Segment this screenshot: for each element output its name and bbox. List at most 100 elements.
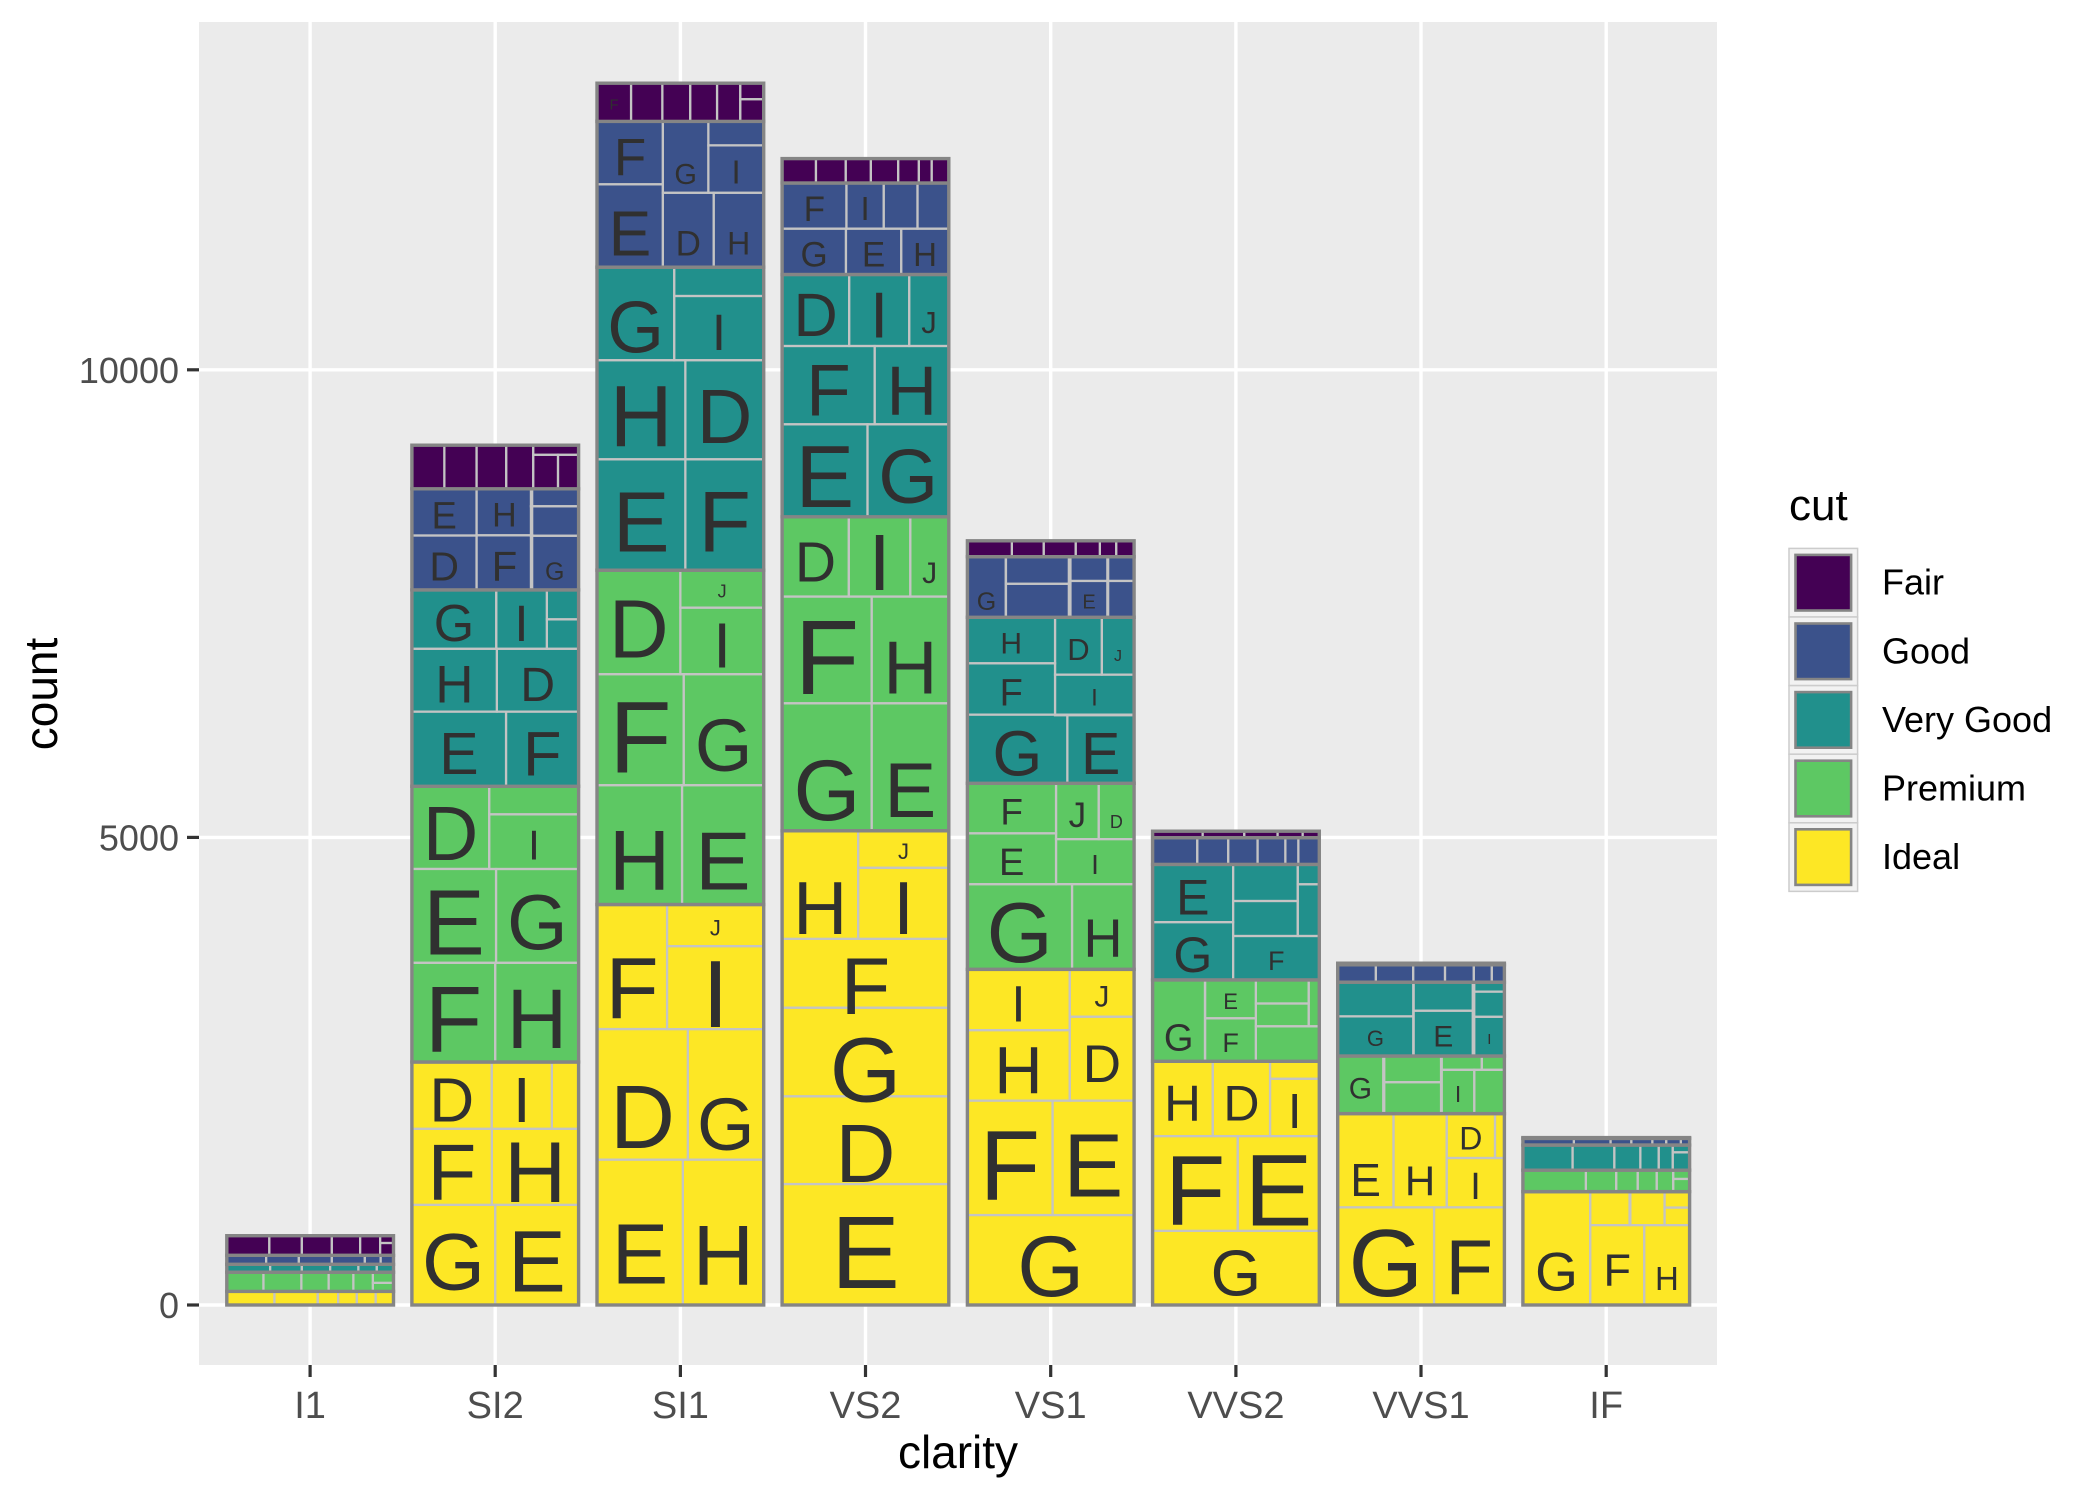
svg-text:D: D (1110, 812, 1123, 832)
svg-text:G: G (607, 287, 664, 368)
svg-text:clarity: clarity (898, 1426, 1018, 1478)
svg-text:I: I (1288, 1085, 1302, 1139)
svg-text:H: H (492, 497, 517, 535)
svg-text:I: I (514, 595, 528, 652)
svg-text:H: H (1405, 1158, 1435, 1205)
svg-text:H: H (504, 1125, 566, 1221)
svg-text:J: J (1069, 796, 1087, 835)
svg-text:I: I (1470, 1166, 1481, 1208)
svg-text:Ideal: Ideal (1882, 836, 1960, 877)
svg-text:0: 0 (159, 1285, 179, 1326)
svg-text:G: G (1017, 1219, 1084, 1315)
svg-text:Good: Good (1882, 630, 1970, 671)
svg-text:F: F (841, 942, 890, 1032)
svg-text:G: G (422, 1218, 485, 1308)
svg-text:5000: 5000 (99, 817, 179, 858)
svg-text:F: F (614, 128, 646, 187)
svg-text:D: D (794, 281, 838, 349)
svg-text:H: H (887, 352, 938, 430)
svg-text:I: I (702, 941, 729, 1048)
svg-text:Fair: Fair (1882, 562, 1944, 603)
svg-text:F: F (610, 97, 619, 114)
svg-text:J: J (898, 839, 909, 864)
svg-text:F: F (1445, 1223, 1493, 1311)
svg-text:E: E (1063, 1116, 1123, 1216)
svg-text:G: G (1211, 1236, 1262, 1309)
svg-text:D: D (1083, 1035, 1121, 1094)
svg-text:H: H (913, 236, 937, 273)
svg-text:G: G (1535, 1241, 1578, 1303)
svg-text:J: J (710, 916, 721, 941)
svg-text:H: H (793, 866, 847, 950)
svg-text:G: G (1348, 1210, 1423, 1317)
svg-text:G: G (987, 886, 1053, 981)
svg-text:D: D (609, 583, 669, 676)
svg-text:E: E (1350, 1154, 1381, 1206)
svg-text:E: E (613, 475, 670, 570)
svg-text:SI1: SI1 (652, 1385, 709, 1427)
svg-text:I1: I1 (294, 1385, 326, 1427)
svg-text:I: I (1455, 1081, 1461, 1107)
svg-text:I: I (713, 610, 731, 682)
svg-text:E: E (1223, 989, 1238, 1014)
svg-text:F: F (492, 543, 518, 590)
svg-text:E: E (1081, 721, 1120, 787)
svg-text:G: G (1173, 927, 1212, 983)
svg-text:H: H (1655, 1260, 1679, 1297)
svg-text:F: F (425, 967, 482, 1072)
svg-text:F: F (804, 190, 825, 229)
svg-text:I: I (513, 1064, 531, 1136)
svg-text:E: E (999, 842, 1024, 884)
svg-text:F: F (795, 599, 860, 717)
svg-text:G: G (1349, 1073, 1372, 1106)
svg-text:I: I (1011, 975, 1025, 1032)
svg-text:H: H (435, 656, 473, 715)
svg-text:SI2: SI2 (467, 1385, 524, 1427)
svg-text:G: G (993, 718, 1043, 790)
svg-text:Very Good: Very Good (1882, 699, 2052, 740)
svg-text:D: D (795, 530, 836, 594)
svg-text:G: G (977, 588, 996, 616)
svg-text:H: H (994, 1033, 1042, 1108)
svg-text:E: E (439, 721, 478, 787)
svg-text:D: D (423, 791, 479, 877)
svg-text:J: J (1094, 980, 1109, 1013)
svg-text:F: F (1603, 1244, 1631, 1295)
svg-text:E: E (609, 198, 652, 270)
svg-text:E: E (1433, 1021, 1453, 1054)
svg-text:G: G (793, 743, 860, 839)
svg-text:IF: IF (1589, 1385, 1623, 1427)
svg-text:F: F (523, 720, 561, 790)
svg-text:F: F (980, 1110, 1040, 1221)
svg-text:D: D (836, 1107, 896, 1200)
svg-text:J: J (921, 305, 937, 340)
svg-text:VS1: VS1 (1015, 1385, 1087, 1427)
svg-text:J: J (718, 581, 727, 601)
svg-text:D: D (429, 543, 459, 589)
svg-text:G: G (1164, 1018, 1194, 1060)
svg-text:D: D (520, 659, 555, 712)
svg-text:E: E (1176, 869, 1209, 925)
svg-text:F: F (609, 680, 671, 794)
svg-text:H: H (1164, 1075, 1201, 1132)
svg-text:F: F (1268, 946, 1285, 976)
svg-text:H: H (1084, 909, 1123, 969)
svg-text:E: E (862, 236, 885, 275)
svg-text:H: H (610, 368, 673, 465)
svg-text:E: E (1244, 1133, 1312, 1247)
svg-text:E: E (508, 1214, 566, 1311)
svg-text:I: I (1091, 849, 1099, 880)
svg-text:E: E (831, 1195, 900, 1310)
svg-text:I: I (868, 518, 890, 607)
svg-text:10000: 10000 (79, 350, 179, 391)
svg-text:G: G (695, 704, 753, 787)
svg-text:J: J (922, 557, 937, 590)
svg-text:D: D (1459, 1121, 1482, 1157)
svg-text:E: E (1082, 591, 1095, 613)
svg-text:Premium: Premium (1882, 768, 2026, 809)
svg-text:count: count (15, 638, 67, 751)
svg-text:G: G (545, 558, 564, 586)
svg-text:I: I (1487, 1031, 1491, 1048)
svg-text:E: E (795, 427, 854, 526)
svg-text:G: G (830, 1020, 902, 1122)
